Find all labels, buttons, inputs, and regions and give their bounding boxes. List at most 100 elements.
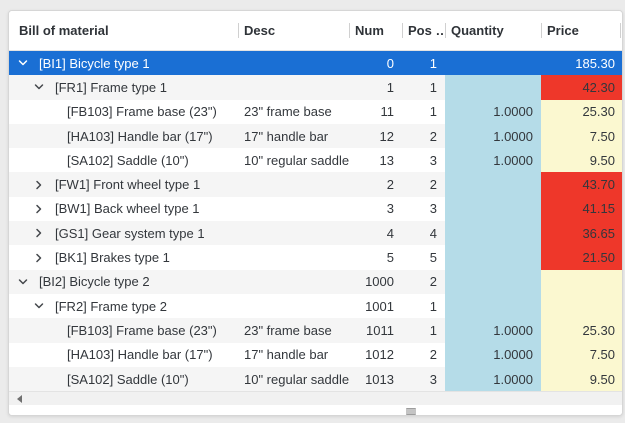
table-row[interactable]: [SA102] Saddle (10") 10" regular saddle 10… <box>9 366 622 392</box>
chevron-down-icon[interactable] <box>33 300 45 312</box>
num-cell: 1012 <box>365 347 394 363</box>
horizontal-scrollbar[interactable] <box>9 391 622 406</box>
quantity-cell: 1.0000 <box>445 366 541 392</box>
desc-cell: 10" regular saddle <box>244 152 349 168</box>
quantity-cell <box>445 172 541 197</box>
chevron-down-icon[interactable] <box>33 81 45 93</box>
bom-item-cell: [FW1] Front wheel type 1 <box>9 172 238 196</box>
bom-item-cell: [SA102] Saddle (10") <box>9 148 238 172</box>
quantity-cell <box>445 293 541 319</box>
table-row[interactable]: [GS1] Gear system type 1 4 4 36.65 <box>9 221 622 246</box>
table-row[interactable]: [BI2] Bicycle type 2 1000 2 <box>9 269 622 294</box>
bom-item-label: [FR2] Frame type 2 <box>55 298 167 314</box>
column-header-bill-of-material[interactable]: Bill of material <box>19 23 109 38</box>
chevron-right-icon[interactable] <box>33 179 45 191</box>
table-row[interactable]: [FB103] Frame base (23") 23" frame base 10… <box>9 318 622 343</box>
price-cell: 43.70 <box>541 172 622 197</box>
bom-item-label: [FR1] Frame type 1 <box>55 79 167 95</box>
table-row[interactable]: [FW1] Front wheel type 1 2 2 43.70 <box>9 172 622 197</box>
bom-item-cell: [FR2] Frame type 2 <box>9 294 238 318</box>
bom-item-cell: [FB103] Frame base (23") <box>9 100 238 124</box>
pos-cell: 3 <box>429 152 437 168</box>
table-row[interactable]: [SA102] Saddle (10") 10" regular saddle 13… <box>9 148 622 173</box>
table-row[interactable]: [FB103] Frame base (23") 23" frame base 11… <box>9 99 622 124</box>
table-header-row: Bill of material Desc Num Pos … Quantity… <box>9 11 622 51</box>
bom-item-label: [HA103] Handle bar (17") <box>67 128 213 144</box>
column-header-quantity[interactable]: Quantity <box>451 23 504 38</box>
pos-cell: 1 <box>429 104 437 120</box>
pos-cell: 4 <box>429 225 437 241</box>
chevron-down-icon[interactable] <box>17 57 29 69</box>
pos-cell: 5 <box>429 250 437 266</box>
bom-item-cell: [BI1] Bicycle type 1 <box>9 51 238 75</box>
bom-item-label: [FB103] Frame base (23") <box>67 322 217 338</box>
desc-cell <box>238 221 349 245</box>
pos-cell: 2 <box>429 177 437 193</box>
desc-cell: 17" handle bar <box>244 347 329 363</box>
quantity-cell <box>445 221 541 246</box>
desc-cell: 10" regular saddle <box>244 371 349 387</box>
price-cell: 9.50 <box>541 148 622 173</box>
bom-item-cell: [HA103] Handle bar (17") <box>9 124 238 148</box>
column-divider <box>445 23 446 38</box>
chevron-right-icon[interactable] <box>33 203 45 215</box>
num-cell: 5 <box>386 250 394 266</box>
chevron-down-icon[interactable] <box>17 276 29 288</box>
quantity-cell: 1.0000 <box>445 123 541 149</box>
price-cell: 41.15 <box>541 196 622 222</box>
price-cell <box>541 269 622 294</box>
resize-grip-icon[interactable] <box>406 408 416 415</box>
bom-item-label: [FB103] Frame base (23") <box>67 104 217 120</box>
pos-cell: 1 <box>429 298 437 314</box>
column-header-pos[interactable]: Pos … <box>408 23 445 38</box>
table-row[interactable]: [BK1] Brakes type 1 5 5 21.50 <box>9 245 622 270</box>
bom-item-cell: [FB103] Frame base (23") <box>9 318 238 342</box>
num-cell: 13 <box>379 152 394 168</box>
bom-item-label: [BW1] Back wheel type 1 <box>55 201 200 217</box>
quantity-cell <box>445 196 541 222</box>
chevron-right-icon[interactable] <box>33 227 45 239</box>
bom-item-label: [FW1] Front wheel type 1 <box>55 177 201 193</box>
bom-item-label: [GS1] Gear system type 1 <box>55 225 205 241</box>
pos-cell: 1 <box>429 79 437 95</box>
num-cell: 1001 <box>365 298 394 314</box>
bom-tree-table: Bill of material Desc Num Pos … Quantity… <box>8 10 623 416</box>
quantity-cell <box>445 51 541 75</box>
table-body: [BI1] Bicycle type 1 0 1 185.30 [FR1] Frame … <box>9 51 622 392</box>
column-divider <box>402 23 403 38</box>
quantity-cell: 1.0000 <box>445 148 541 173</box>
pos-cell: 3 <box>429 371 437 387</box>
column-divider <box>620 23 621 38</box>
quantity-cell <box>445 245 541 270</box>
desc-cell <box>238 75 349 99</box>
num-cell: 1013 <box>365 371 394 387</box>
column-header-desc[interactable]: Desc <box>244 23 276 38</box>
scroll-left-icon[interactable] <box>17 395 22 404</box>
price-cell: 21.50 <box>541 245 622 270</box>
table-row[interactable]: [BI1] Bicycle type 1 0 1 185.30 <box>9 51 622 76</box>
table-row[interactable]: [FR1] Frame type 1 1 1 42.30 <box>9 75 622 100</box>
desc-cell <box>238 245 349 269</box>
column-header-price[interactable]: Price <box>547 23 579 38</box>
pos-cell: 1 <box>429 55 437 71</box>
bom-item-cell: [BW1] Back wheel type 1 <box>9 197 238 221</box>
bom-item-label: [SA102] Saddle (10") <box>67 152 189 168</box>
bom-item-cell: [BI2] Bicycle type 2 <box>9 270 238 294</box>
table-row[interactable]: [FR2] Frame type 2 1001 1 <box>9 293 622 319</box>
num-cell: 12 <box>379 128 394 144</box>
pos-cell: 1 <box>429 322 437 338</box>
bom-item-cell: [SA102] Saddle (10") <box>9 367 238 391</box>
price-cell: 25.30 <box>541 318 622 343</box>
quantity-cell <box>445 75 541 100</box>
num-cell: 11 <box>380 104 395 120</box>
column-header-num[interactable]: Num <box>355 23 384 38</box>
table-row[interactable]: [BW1] Back wheel type 1 3 3 41.15 <box>9 196 622 222</box>
num-cell: 4 <box>386 225 394 241</box>
chevron-right-icon[interactable] <box>33 252 45 264</box>
quantity-cell <box>445 269 541 294</box>
num-cell: 0 <box>386 55 394 71</box>
table-row[interactable]: [HA103] Handle bar (17") 17" handle bar 10… <box>9 342 622 367</box>
desc-cell <box>238 270 349 294</box>
price-cell: 185.30 <box>575 55 615 71</box>
table-row[interactable]: [HA103] Handle bar (17") 17" handle bar 12… <box>9 123 622 149</box>
